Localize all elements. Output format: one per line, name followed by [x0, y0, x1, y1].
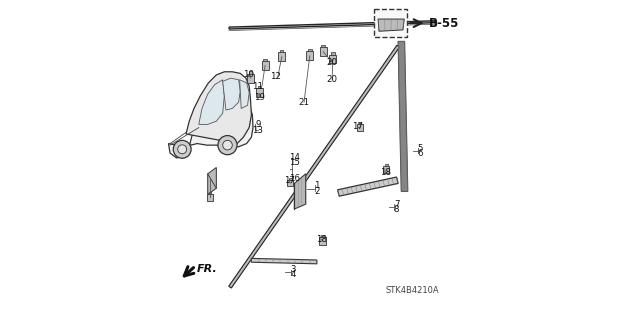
Bar	[262, 61, 269, 70]
Text: 16: 16	[289, 174, 300, 182]
Bar	[358, 123, 362, 124]
Polygon shape	[337, 177, 398, 196]
Text: 2: 2	[314, 187, 319, 196]
Text: 15: 15	[289, 158, 300, 167]
Bar	[307, 51, 314, 60]
Bar	[385, 164, 388, 166]
Polygon shape	[223, 78, 240, 110]
Polygon shape	[398, 41, 408, 191]
Text: 5: 5	[418, 144, 423, 153]
Bar	[264, 59, 267, 61]
Bar	[256, 88, 263, 97]
Circle shape	[178, 145, 187, 154]
Text: STK4B4210A: STK4B4210A	[386, 286, 439, 295]
Text: B-55: B-55	[428, 17, 459, 30]
Polygon shape	[199, 80, 224, 124]
Bar	[289, 178, 292, 180]
Bar	[247, 74, 254, 83]
Text: 13: 13	[252, 126, 263, 135]
Bar	[357, 124, 363, 131]
Polygon shape	[186, 72, 252, 144]
Bar	[319, 237, 326, 245]
Text: 11: 11	[252, 82, 263, 91]
Bar	[249, 71, 252, 74]
Text: 10: 10	[243, 70, 253, 79]
Polygon shape	[239, 80, 249, 108]
FancyBboxPatch shape	[374, 9, 408, 37]
Text: 8: 8	[394, 205, 399, 214]
Polygon shape	[378, 19, 404, 31]
Text: 12: 12	[270, 72, 281, 81]
Text: FR.: FR.	[197, 264, 218, 274]
Bar	[383, 166, 389, 173]
Bar	[308, 49, 312, 51]
Polygon shape	[228, 45, 399, 288]
Bar	[329, 55, 336, 63]
Bar	[280, 50, 284, 52]
Polygon shape	[168, 99, 253, 158]
Polygon shape	[208, 167, 216, 195]
Text: 20: 20	[326, 75, 338, 84]
Polygon shape	[252, 258, 317, 264]
Bar	[331, 52, 335, 55]
Text: 19: 19	[254, 93, 265, 102]
Circle shape	[223, 140, 232, 150]
Text: 14: 14	[289, 153, 300, 162]
Bar	[287, 180, 293, 186]
Text: 18: 18	[316, 235, 327, 244]
Bar	[207, 194, 213, 201]
Polygon shape	[229, 21, 436, 29]
Text: 6: 6	[418, 149, 423, 158]
Bar	[278, 52, 285, 61]
Bar	[321, 235, 324, 237]
Text: 1: 1	[314, 181, 319, 189]
Text: 20: 20	[326, 58, 338, 67]
Circle shape	[218, 136, 237, 155]
Bar	[321, 45, 325, 47]
Bar	[258, 86, 261, 88]
Polygon shape	[294, 174, 306, 209]
Text: 4: 4	[290, 271, 296, 279]
Circle shape	[173, 140, 191, 158]
Text: 21: 21	[298, 98, 310, 107]
Text: 17: 17	[352, 122, 363, 131]
Text: 7: 7	[394, 200, 399, 209]
Bar	[209, 192, 211, 194]
Bar	[320, 47, 326, 56]
Text: 17: 17	[284, 176, 295, 185]
Text: 9: 9	[255, 120, 260, 129]
Text: 18: 18	[380, 168, 391, 177]
Text: 3: 3	[290, 265, 296, 274]
